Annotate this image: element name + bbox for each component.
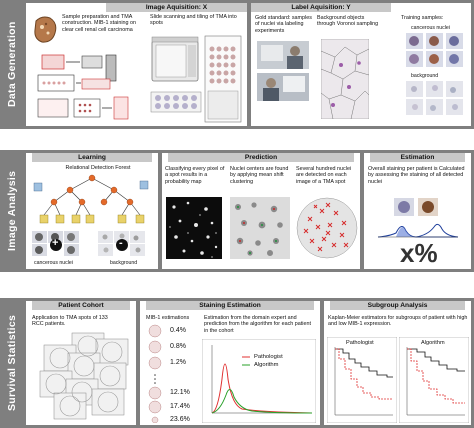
plus-icon — [50, 239, 62, 251]
background-samples — [405, 80, 465, 116]
km-title-pathologist: Pathologist — [346, 340, 374, 346]
panel-image-acquisition: Image Aquisition: X Sample preparation a… — [26, 3, 247, 126]
labeling-photo-1 — [257, 41, 309, 69]
mean-shift-text: Nuclei centers are found by applying mea… — [230, 166, 289, 185]
panel-patient-cohort: Patient Cohort Application to TMA spots … — [26, 301, 136, 425]
km-title-algorithm: Algorithm — [421, 340, 445, 346]
percentage-value: 23.6% — [170, 416, 190, 423]
percentage-value: 0.8% — [170, 343, 186, 350]
percentage-value: 1.2% — [170, 359, 186, 366]
background-label: background — [110, 260, 138, 266]
percentage-value: 0.4% — [170, 327, 186, 334]
tiled-spots-strip — [150, 91, 202, 113]
intensity-histogram — [376, 219, 460, 239]
minus-icon — [116, 239, 128, 251]
panel-subgroup-analysis: Subgroup Analysis Kaplan-Meier estimator… — [324, 301, 471, 425]
background-label: background — [411, 73, 439, 79]
voronoi-sampling-image — [321, 39, 369, 119]
minus-symbol: - — [119, 237, 123, 249]
tma-spots-stack — [36, 331, 132, 423]
probability-map-image — [166, 197, 222, 259]
panel-staining-estimation: Staining Estimation MIB-1 estimations 0.… — [140, 301, 320, 425]
legend-pathologist: Pathologist — [254, 354, 283, 360]
estimation-comparison-text: Estimation from the domain expert and pr… — [204, 315, 311, 334]
spot-thumbnails — [146, 323, 166, 423]
percentage-value: 17.4% — [170, 403, 190, 410]
mean-shift-image — [230, 197, 290, 259]
sample-preparation-text: Sample preparation and TMA construction.… — [62, 14, 137, 33]
panel-title: Patient Cohort — [32, 301, 130, 310]
cancerous-nuclei-samples — [405, 32, 465, 68]
km-plot-pathologist — [327, 337, 397, 423]
panel-title: Staining Estimation — [146, 301, 314, 310]
density-plot — [202, 339, 316, 423]
percent-symbol: x% — [400, 238, 438, 268]
panel-title: Image Aquisition: X — [106, 3, 247, 12]
panel-title: Label Aquisition: Y — [251, 3, 391, 12]
cancerous-nuclei-label: cancerous nuclei — [411, 25, 450, 31]
training-samples-text: Training samples: — [401, 15, 444, 21]
mib1-text: MIB-1 estimations — [146, 315, 190, 321]
tissue-block-image — [32, 15, 58, 45]
decision-forest-diagram — [30, 173, 154, 229]
forest-text: Relational Detection Forest — [65, 165, 131, 171]
nuclei-detected-text: Several hundred nuclei are detected on e… — [296, 166, 352, 185]
tma-construction-diagram — [34, 53, 130, 123]
slide-scanning-text: Slide scanning and tiling of TMA into sp… — [150, 14, 237, 27]
voronoi-text: Background objects through Voronoi sampl… — [317, 15, 379, 28]
section-label: Data Generation — [6, 21, 18, 108]
background-samples-grid — [98, 231, 146, 257]
estimation-text: Overall staining per patient is Calculat… — [368, 166, 465, 185]
panel-estimation: Estimation Overall staining per patient … — [364, 153, 471, 269]
legend-algorithm: Algorithm — [254, 362, 279, 368]
panel-title: Subgroup Analysis — [330, 301, 465, 310]
panel-learning: Learning Relational Detection Forest — [26, 153, 158, 269]
cancerous-nuclei-label: cancerous nuclei — [34, 260, 73, 266]
panel-label-acquisition: Label Aquisition: Y Gold standard: sampl… — [251, 3, 471, 126]
detected-nuclei-image — [296, 197, 358, 259]
labeling-photo-2 — [257, 73, 309, 101]
stained-nucleus-samples — [394, 197, 454, 217]
gold-standard-text: Gold standard: samples of nuclei via lab… — [255, 15, 312, 34]
percentage-value: 12.1% — [170, 389, 190, 396]
kaplan-meier-text: Kaplan-Meier estimators for subgroups of… — [328, 315, 468, 328]
panel-prediction: Prediction Classifying every pixel of a … — [162, 153, 360, 269]
slide-scanner-image — [150, 35, 202, 85]
panel-title: Learning — [32, 153, 152, 162]
section-label: Survival Statistics — [6, 314, 18, 412]
cohort-text: Application to TMA spots of 133 RCC pati… — [32, 315, 108, 328]
probability-map-text: Classifying every pixel of a spot result… — [165, 166, 225, 185]
tma-slide-spots — [204, 35, 242, 123]
section-label: Image Analysis — [6, 170, 18, 252]
km-plot-algorithm — [399, 337, 469, 423]
plus-symbol: + — [52, 237, 59, 249]
panel-title: Estimation — [370, 153, 465, 162]
panel-title: Prediction — [168, 153, 354, 162]
